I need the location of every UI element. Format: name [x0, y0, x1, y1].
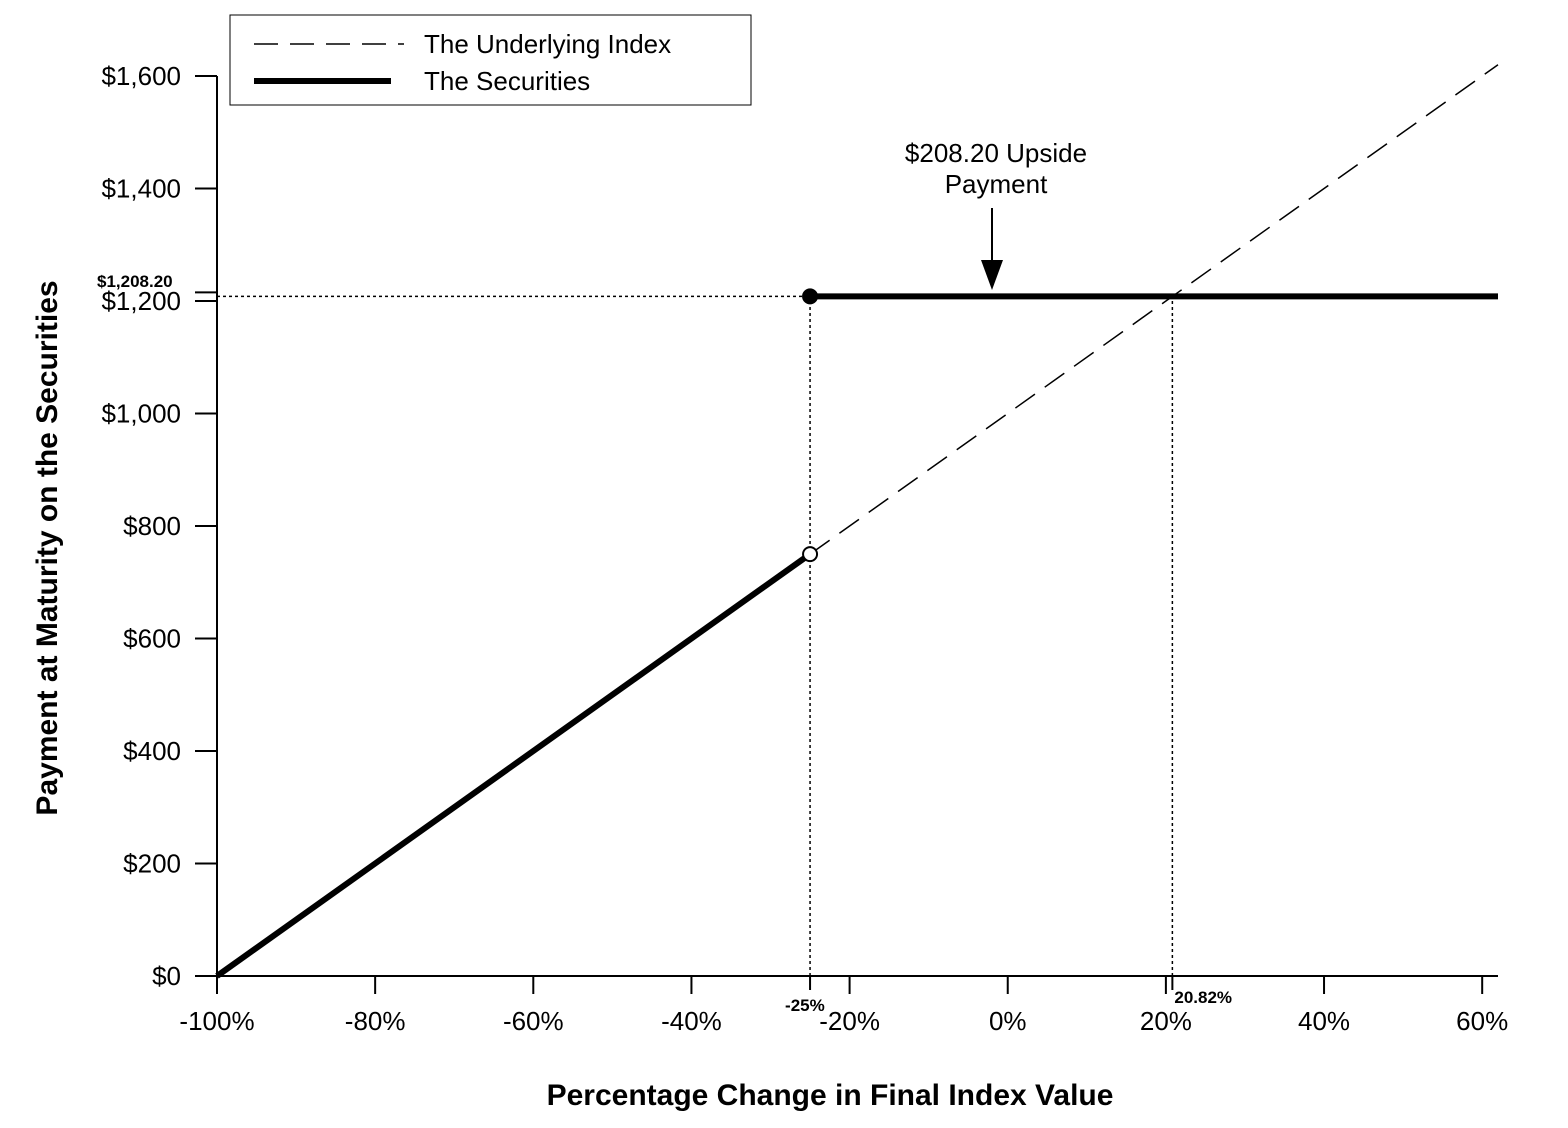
y-tick-label-7: $1,400	[101, 174, 181, 204]
x-tick-label-0: -100%	[179, 1006, 254, 1036]
marker-point-1	[802, 546, 819, 563]
legend-label-underlying-index: The Underlying Index	[424, 29, 671, 59]
securities-line-segment-0	[215, 551, 812, 979]
x-tick-label-6: 20%	[1140, 1006, 1192, 1036]
y-tick-label-3: $600	[123, 624, 181, 654]
x-tick-label-2: -60%	[503, 1006, 564, 1036]
annotation-line-1: $208.20 Upside	[905, 138, 1087, 168]
x-tick-label-3: -40%	[661, 1006, 722, 1036]
y-axis-title: Payment at Maturity on the Securities	[31, 280, 64, 815]
underlying-index-line	[809, 64, 1499, 555]
series-layer	[215, 64, 1499, 979]
barrier-pct-label: -25%	[785, 996, 825, 1015]
x-axis-title: Percentage Change in Final Index Value	[547, 1079, 1114, 1112]
labels-layer: $0 $200 $400 $600 $800 $1,000 $1,200 $1,400 $1,6…	[97, 61, 1508, 1036]
reference-lines-layer	[217, 295, 1174, 976]
marker-point-0	[802, 288, 819, 305]
legend-box	[229, 14, 752, 106]
annotation-arrowhead	[981, 260, 1003, 290]
x-tick-label-8: 60%	[1456, 1006, 1508, 1036]
breakeven-pct-label: 20.82%	[1174, 988, 1232, 1007]
y-tick-label-0: $0	[152, 961, 181, 991]
axes-layer	[195, 75, 1498, 994]
upside-payment-annotation: $208.20 Upside Payment	[905, 138, 1087, 290]
annotation-line-2: Payment	[945, 169, 1048, 199]
cap-value-label: $1,208.20	[97, 272, 173, 291]
y-tick-label-1: $200	[123, 849, 181, 879]
legend-label-securities: The Securities	[424, 66, 590, 96]
y-tick-label-8: $1,600	[101, 61, 181, 91]
y-tick-label-4: $800	[123, 511, 181, 541]
y-tick-label-6: $1,200	[101, 286, 181, 316]
x-tick-label-4: -20%	[819, 1006, 880, 1036]
y-tick-label-2: $400	[123, 736, 181, 766]
x-tick-label-7: 40%	[1298, 1006, 1350, 1036]
y-tick-label-5: $1,000	[101, 399, 181, 429]
legend: The Underlying Index The Securities	[229, 14, 752, 106]
x-tick-label-1: -80%	[345, 1006, 406, 1036]
x-tick-label-5: 0%	[989, 1006, 1027, 1036]
